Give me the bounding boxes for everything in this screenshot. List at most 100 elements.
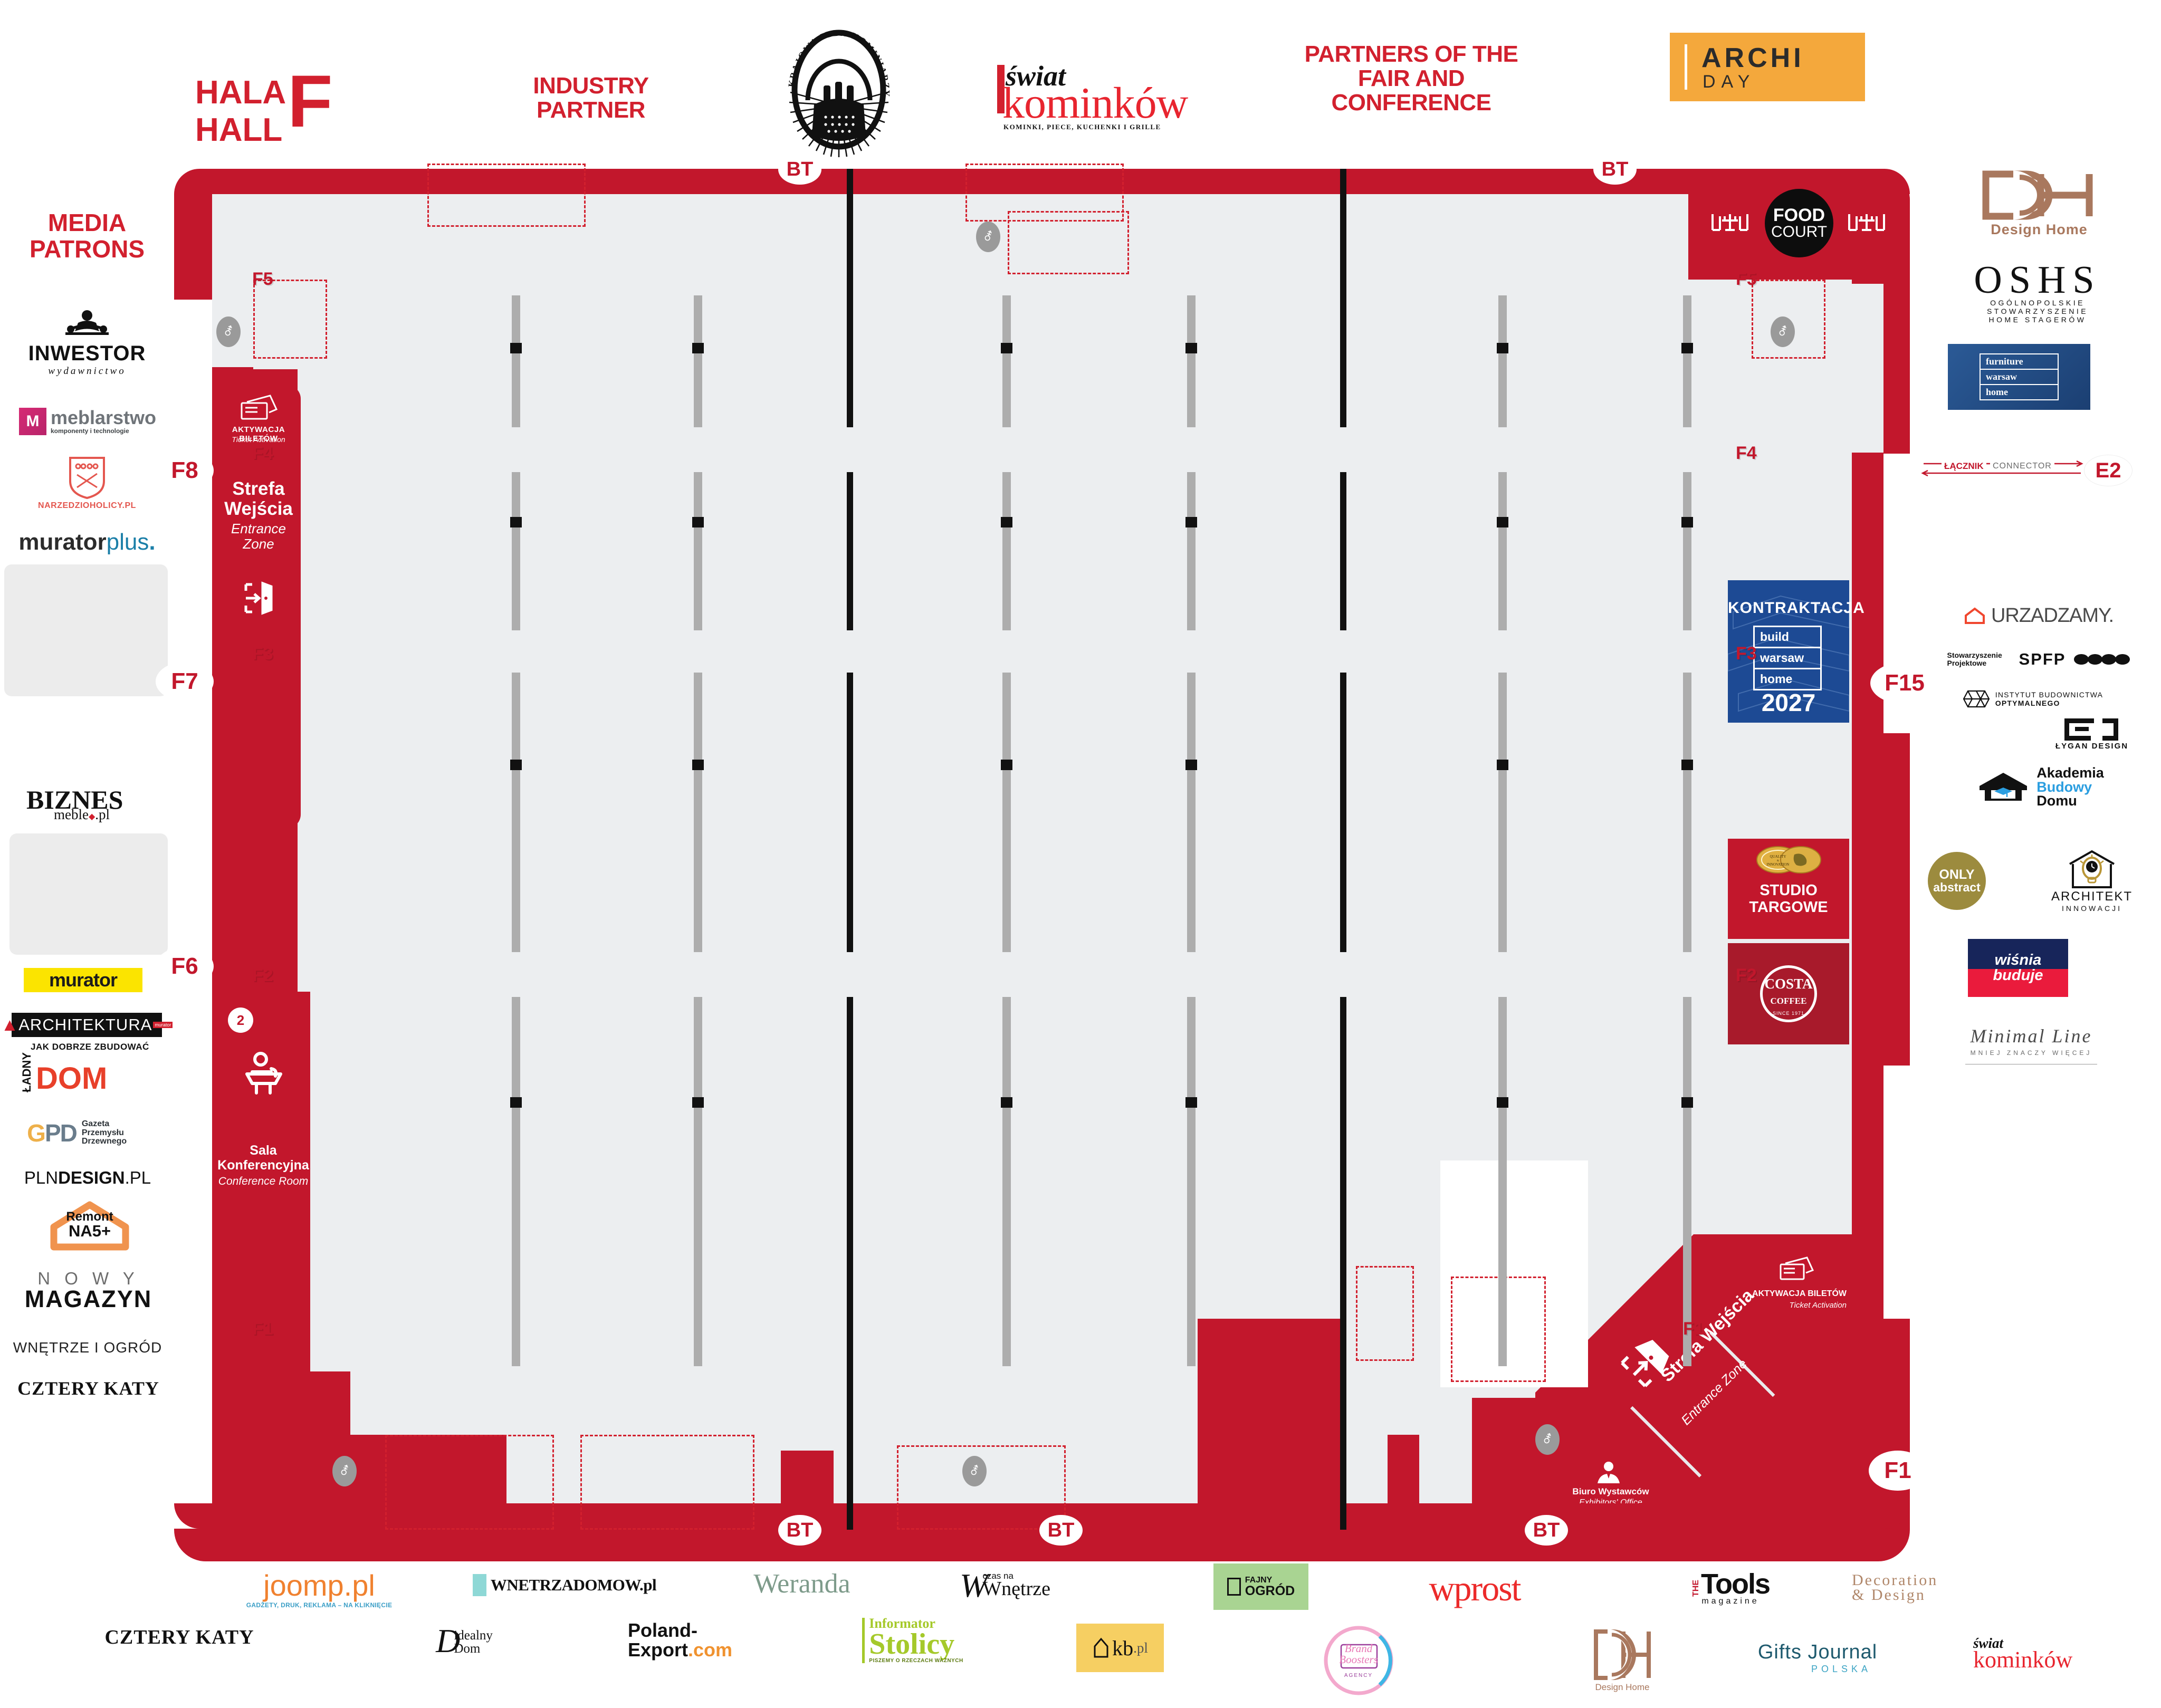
stand-column[interactable] <box>1187 997 1196 1366</box>
stand-column[interactable] <box>694 295 702 427</box>
svg-text:QUALITY: QUALITY <box>1770 855 1786 859</box>
logo-abd-line3: Domu <box>2036 793 2077 809</box>
bt-pill-bottom-2[interactable]: BT <box>1039 1515 1083 1546</box>
floor-plan[interactable]: AKTYWACJA BILETÓW Ticket Activation Stre… <box>153 148 1939 1561</box>
food-court-zone[interactable]: FOOD COURT <box>1688 169 1910 280</box>
stand-column[interactable] <box>1498 295 1507 427</box>
pill-f15[interactable]: F15 <box>1870 662 1939 704</box>
pill-f6[interactable]: F6 <box>156 947 214 986</box>
stand-column[interactable] <box>694 472 702 630</box>
logo-meblarstwo-line2: komponenty i technologie <box>50 427 129 435</box>
logo-instytut-budownictwa: INSTYTUT BUDOWNICTWA OPTYMALNEGO <box>1921 686 2143 712</box>
conference-room-zone[interactable]: 2 Sala Konferencyjna Conference Room <box>216 992 310 1524</box>
swiat-kominkow-word1: świat <box>1006 60 1066 92</box>
stand-node <box>1185 760 1197 770</box>
stand-column[interactable] <box>1498 472 1507 630</box>
left-white-gutter <box>174 300 212 1529</box>
stand-node <box>510 760 522 770</box>
stand-column[interactable] <box>1498 673 1507 952</box>
entrance-right-ticket-en: Ticket Activation <box>1789 1301 1847 1310</box>
studio-targowe-line2: TARGOWE <box>1749 899 1828 916</box>
logo-plndesign-line3: .PL <box>125 1168 151 1187</box>
bt-pill-bottom-1[interactable]: BT <box>778 1515 821 1546</box>
connector-target-e2[interactable]: E2 <box>2084 455 2133 486</box>
stand-column[interactable] <box>847 169 853 427</box>
dashed-region-top3 <box>1008 211 1129 274</box>
stand-column[interactable] <box>847 997 853 1366</box>
stand-column[interactable] <box>1683 472 1691 630</box>
logo-nowy-magazyn-line2: MAGAZYN <box>24 1285 152 1312</box>
stand-column[interactable] <box>1187 673 1196 952</box>
stand-column[interactable] <box>512 295 520 427</box>
logo-nowy-magazyn-line1: N O W Y <box>37 1269 139 1288</box>
logo-wisnia-buduje: wiśnia buduje <box>1968 939 2068 997</box>
dashed-region-b1 <box>385 1435 554 1530</box>
costa-coffee-zone[interactable]: COSTA COFFEE SINCE 1971 <box>1728 943 1849 1044</box>
conference-room-title-pl: Sala Konferencyjna <box>217 1143 309 1173</box>
conference-room-title-en: Conference Room <box>218 1175 309 1187</box>
logo-design-home: Design Home <box>1952 164 2126 243</box>
stand-column[interactable] <box>1498 997 1507 1366</box>
footer-logo-weranda: Weranda <box>728 1568 876 1599</box>
stand-column[interactable] <box>512 472 520 630</box>
stand-node <box>1001 1097 1012 1108</box>
stand-column[interactable] <box>1683 997 1691 1366</box>
pill-f7[interactable]: F7 <box>156 662 214 701</box>
logo-only-abstract: ONLY abstract <box>1928 852 1986 910</box>
bt-pill-bottom-3[interactable]: BT <box>1525 1515 1568 1546</box>
media-patrons-title-line1: MEDIA <box>47 209 127 236</box>
stand-column[interactable] <box>1340 472 1346 630</box>
footer-stolicy-line1: Informator <box>869 1616 935 1632</box>
stand-column[interactable] <box>694 997 702 1366</box>
bt-pill-top-1[interactable]: BT <box>778 154 821 185</box>
pill-f1[interactable]: F1 <box>1869 1451 1927 1491</box>
stand-column[interactable] <box>1002 997 1011 1366</box>
lygan-bracket-icon <box>2064 718 2118 741</box>
footer-logo-wprost: wprost <box>1388 1568 1562 1609</box>
stand-column[interactable] <box>1002 295 1011 427</box>
entrance-zone-right-wrap[interactable]: AKTYWACJA BILETÓW Ticket Activation Stre… <box>1535 1234 1852 1524</box>
stand-column[interactable] <box>512 997 520 1366</box>
stand-node <box>1497 760 1508 770</box>
stand-node <box>1185 1097 1197 1108</box>
logo-wisnia-line1: wiśnia <box>1994 952 2042 968</box>
partners-of-fair-label: PARTNERS OF THE FAIR AND CONFERENCE <box>1304 41 1518 116</box>
stand-column[interactable] <box>847 472 853 630</box>
stand-column[interactable] <box>1187 472 1196 630</box>
stand-column[interactable] <box>1187 295 1196 427</box>
food-court-badge: FOOD COURT <box>1765 189 1833 257</box>
stand-node <box>692 517 704 527</box>
stand-column[interactable] <box>1002 472 1011 630</box>
stand-column[interactable] <box>1340 1350 1346 1530</box>
svg-text:&: & <box>1777 860 1779 862</box>
exhibitors-office-icon <box>1598 1462 1620 1483</box>
wc-icon-4: ⚦ <box>976 222 1000 252</box>
sector-label-right-f4: F4 <box>1736 443 1757 463</box>
stand-column[interactable] <box>847 1350 853 1530</box>
logo-wnetrze-i-ogrod: WNĘTRZE I OGRÓD <box>3 1337 172 1358</box>
logo-muratorplus-line1: murator <box>18 529 107 555</box>
entrance-zone-left[interactable]: AKTYWACJA BILETÓW Ticket Activation Stre… <box>216 385 301 828</box>
swiat-kominkow-tagline: KOMINKI, PIECE, KUCHENKI I GRILLE <box>1003 123 1161 131</box>
footer-bb-line2: Boosters <box>1339 1653 1378 1666</box>
stand-column[interactable] <box>847 673 853 952</box>
stand-column[interactable] <box>1002 673 1011 952</box>
bt-pill-top-2[interactable]: BT <box>1593 154 1637 185</box>
logo-akademia-budowy-domu: Akademia Budowy Domu <box>1934 766 2145 809</box>
kontraktacja-banner[interactable]: KONTRAKTACJA build warsaw home 2027 <box>1728 580 1864 723</box>
stand-node <box>692 343 704 353</box>
wc-icon-2: ⚦ <box>962 1456 987 1486</box>
stand-column[interactable] <box>1683 295 1691 427</box>
logo-spfp-line2: SPFP <box>2019 650 2066 668</box>
dashed-region-tl <box>253 280 327 359</box>
studio-targowe-zone[interactable]: QUALITY & INNOVATION STUDIO TARGOWE <box>1728 839 1849 939</box>
stand-column[interactable] <box>694 673 702 952</box>
stand-column[interactable] <box>512 673 520 952</box>
stand-node <box>1001 517 1012 527</box>
stand-column[interactable] <box>1340 997 1346 1366</box>
stand-column[interactable] <box>1340 169 1346 427</box>
stand-column[interactable] <box>1340 673 1346 952</box>
brand-boosters-ring-icon <box>1324 1626 1393 1695</box>
pill-f8[interactable]: F8 <box>156 451 214 490</box>
stand-column[interactable] <box>1683 673 1691 952</box>
